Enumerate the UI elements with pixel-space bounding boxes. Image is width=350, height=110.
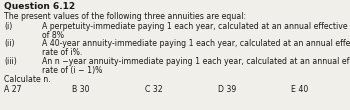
Text: A 40-year annuity-immediate paying 1 each year, calculated at an annual effectiv: A 40-year annuity-immediate paying 1 eac…	[42, 39, 350, 48]
Text: E 40: E 40	[291, 85, 308, 94]
Text: rate of (i − 1)%: rate of (i − 1)%	[42, 66, 102, 75]
Text: rate of i%.: rate of i%.	[42, 48, 82, 57]
Text: C 32: C 32	[145, 85, 163, 94]
Text: B 30: B 30	[72, 85, 90, 94]
Text: Calculate n.: Calculate n.	[4, 75, 51, 84]
Text: (iii): (iii)	[4, 57, 17, 66]
Text: D 39: D 39	[218, 85, 236, 94]
Text: A 27: A 27	[4, 85, 21, 94]
Text: of 8%: of 8%	[42, 31, 64, 40]
Text: A perpetuity-immediate paying 1 each year, calculated at an annual effective rat: A perpetuity-immediate paying 1 each yea…	[42, 22, 350, 31]
Text: The present values of the following three annuities are equal:: The present values of the following thre…	[4, 12, 246, 21]
Text: (i): (i)	[4, 22, 12, 31]
Text: Question 6.12: Question 6.12	[4, 2, 75, 11]
Text: An n −year annuity-immediate paying 1 each year, calculated at an annual effecti: An n −year annuity-immediate paying 1 ea…	[42, 57, 350, 66]
Text: (ii): (ii)	[4, 39, 14, 48]
